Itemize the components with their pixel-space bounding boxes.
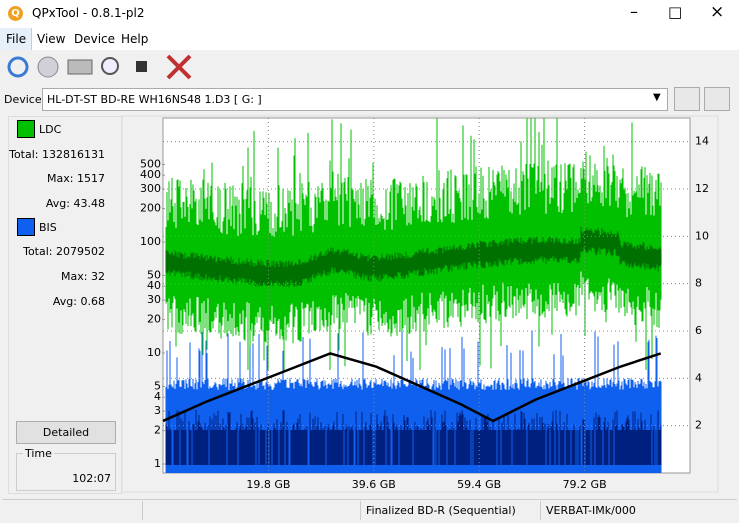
y-tick-label: 200 <box>140 202 161 215</box>
device-select[interactable]: HL-DT-ST BD-RE WH16NS48 1.D3 [ G: ] ▼ <box>42 88 668 111</box>
stats-panel: LDC Total: 132816131 Max: 1517 Avg: 43.4… <box>8 116 122 494</box>
y2-tick-label: 12 <box>695 182 709 195</box>
y2-tick-label: 2 <box>695 419 702 432</box>
y-tick-label: 500 <box>140 157 161 170</box>
stop-icon[interactable] <box>136 61 147 72</box>
ldc-name: LDC <box>39 123 62 136</box>
y2-tick-label: 6 <box>695 324 702 337</box>
menu-item[interactable]: File <box>6 32 27 46</box>
y-tick-label: 4 <box>154 390 161 403</box>
app-icon: Q <box>8 6 23 21</box>
menu-bar: File View Device Help <box>0 28 739 50</box>
disc-icon[interactable] <box>37 56 59 78</box>
tools-icon[interactable] <box>166 54 192 80</box>
y-tick-label: 400 <box>140 168 161 181</box>
status-bar: Finalized BD-R (Sequential) VERBAT-IMk/0… <box>2 499 737 521</box>
bis-swatch <box>17 218 35 236</box>
y-tick-label: 10 <box>147 346 161 359</box>
y-tick-label: 50 <box>147 268 161 281</box>
maximize-button[interactable]: □ <box>668 3 683 21</box>
y-tick-label: 300 <box>140 182 161 195</box>
y2-tick-label: 8 <box>695 277 702 290</box>
y-tick-label: 20 <box>147 313 161 326</box>
y-tick-label: 3 <box>154 404 161 417</box>
refresh-icon[interactable] <box>7 56 29 78</box>
bis-max: Max: 32 <box>61 270 105 283</box>
scan-data <box>165 118 662 473</box>
media-id: VERBAT-IMk/000 <box>546 504 636 517</box>
drive-icon[interactable] <box>67 59 93 75</box>
ldc-core <box>165 226 662 288</box>
time-value: 102:07 <box>72 472 111 485</box>
y-tick-label: 100 <box>140 235 161 248</box>
scan-icon[interactable] <box>101 57 119 75</box>
bis-core <box>165 410 662 465</box>
y2-tick-label: 14 <box>695 135 709 148</box>
device-label: Device: <box>4 93 46 106</box>
y2-tick-label: 10 <box>695 229 709 242</box>
y-tick-label: 2 <box>154 424 161 437</box>
y-tick-label: 40 <box>147 279 161 292</box>
menu-item[interactable]: View <box>37 32 66 46</box>
device-value: HL-DT-ST BD-RE WH16NS48 1.D3 [ G: ] <box>47 93 262 106</box>
ldc-max: Max: 1517 <box>47 172 105 185</box>
x-tick-label: 39.6 GB <box>352 478 396 491</box>
lock-button[interactable] <box>704 87 730 111</box>
eject-button[interactable] <box>674 87 700 111</box>
ldc-total: Total: 132816131 <box>9 148 105 161</box>
bis-name: BIS <box>39 221 57 234</box>
time-label: Time <box>23 447 54 460</box>
bis-total: Total: 2079502 <box>23 245 105 258</box>
toolbar <box>7 54 192 80</box>
speed-line <box>162 352 662 423</box>
disc-status: Finalized BD-R (Sequential) <box>366 504 516 517</box>
menu-item[interactable]: Device <box>74 32 116 46</box>
ldc-swatch <box>17 120 35 138</box>
y-tick-label: 1 <box>154 457 161 470</box>
y-tick-label: 30 <box>147 293 161 306</box>
time-box: Time 102:07 <box>16 447 116 491</box>
close-button[interactable]: × <box>710 2 725 22</box>
y-tick-label: 5 <box>154 379 161 392</box>
y2-tick-label: 4 <box>695 371 702 384</box>
title-bar: Q QPxTool - 0.8.1-pl2 – □ × <box>0 0 739 28</box>
bis-avg: Avg: 0.68 <box>52 295 105 308</box>
x-tick-label: 59.4 GB <box>457 478 501 491</box>
ldc-avg: Avg: 43.48 <box>45 197 105 210</box>
x-tick-label: 19.8 GB <box>246 478 290 491</box>
window-title: QPxTool - 0.8.1-pl2 <box>32 6 145 20</box>
menu-item[interactable]: Help <box>121 32 149 46</box>
minimize-button[interactable]: – <box>630 2 638 21</box>
x-tick-label: 79.2 GB <box>563 478 607 491</box>
detailed-button[interactable]: Detailed <box>16 421 116 444</box>
